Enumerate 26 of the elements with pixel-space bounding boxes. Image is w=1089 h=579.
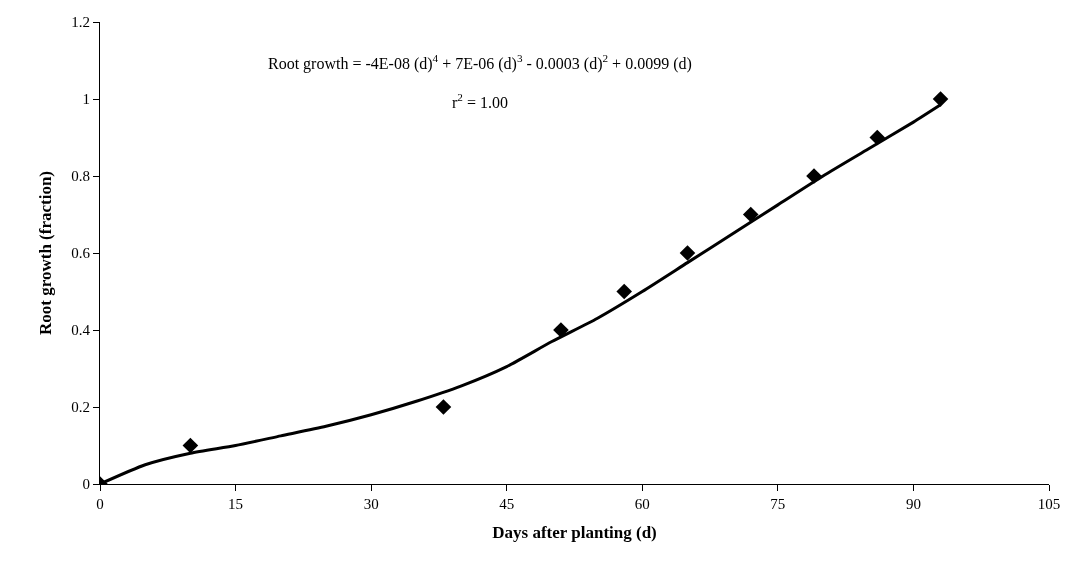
x-tick-label: 15 — [228, 496, 244, 512]
x-tick-label: 90 — [905, 496, 921, 512]
y-tick-label: 1 — [82, 91, 90, 108]
x-tick-label: 105 — [1037, 496, 1061, 512]
x-tick-label: 60 — [634, 496, 650, 512]
point — [616, 283, 633, 300]
y-tick-label: 0 — [82, 476, 90, 493]
y-tick-label: 0.4 — [71, 322, 91, 339]
point — [932, 91, 949, 107]
point — [435, 399, 452, 415]
x-tick-label: 75 — [770, 496, 786, 512]
point — [869, 129, 886, 146]
x-tick-label: 45 — [499, 496, 515, 512]
point — [742, 206, 759, 223]
y-tick-label: 0.8 — [71, 168, 90, 185]
annotation: r$^{2}$ = 1.00 — [452, 91, 508, 111]
y-tick-label: 1.2 — [71, 14, 90, 31]
y-axis-title: Root growth (fraction) — [35, 171, 55, 335]
y-tick-label: 0.6 — [71, 245, 91, 262]
point — [679, 245, 696, 261]
y-tick-label: 0.2 — [71, 399, 90, 416]
x-tick-label: 30 — [363, 496, 379, 512]
x-axis-title: Days after planting (d) — [492, 523, 657, 543]
x-tick-label: 0 — [96, 496, 104, 512]
annotation: Root growth = -4E-08 (d)$^{4}$ + 7E-06 (d)$^{3}$ - 0.0003 (d)$^{2}$ + 0.0099 (d) — [268, 52, 692, 73]
point — [182, 437, 199, 454]
